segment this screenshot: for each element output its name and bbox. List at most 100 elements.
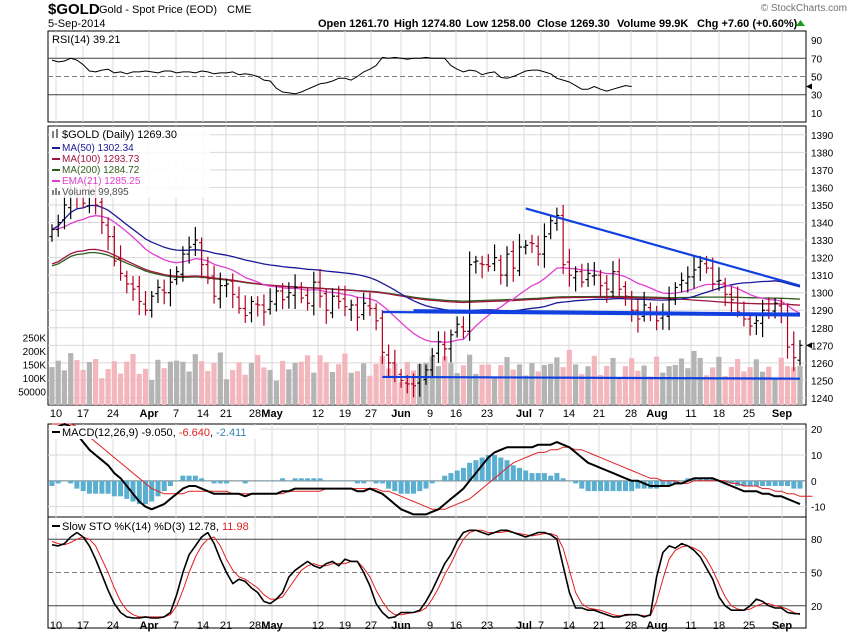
price-bar-102 bbox=[685, 266, 691, 293]
volume-bar-34 bbox=[261, 367, 267, 405]
sto-xtick-25: Sep bbox=[772, 620, 792, 632]
volume-bar-29 bbox=[230, 370, 236, 405]
sto-xtick-14: 16 bbox=[450, 620, 462, 632]
macd-hist-bar-9 bbox=[105, 480, 111, 494]
macd-hist-bar-89 bbox=[604, 480, 610, 492]
macd-hist-bar-66 bbox=[460, 467, 466, 481]
price-legend: $GOLD (Daily) 1269.30 MA(50) 1302.34 MA(… bbox=[50, 128, 210, 198]
macd-hist-bar-15 bbox=[143, 480, 148, 505]
macd-hist-bar-114 bbox=[760, 480, 766, 486]
price-bar-17 bbox=[155, 279, 161, 304]
macd-hist-bar-10 bbox=[111, 480, 117, 497]
volume-bar-76 bbox=[523, 375, 529, 405]
price-title: $GOLD (Daily) 1269.30 bbox=[62, 129, 177, 141]
price-xtick-19: 21 bbox=[593, 408, 605, 420]
volume-bar-52 bbox=[373, 363, 379, 405]
macd-hist-bar-68 bbox=[473, 460, 479, 481]
sto-xtick-2: 24 bbox=[107, 620, 119, 632]
price-xtick-25: Sep bbox=[772, 408, 792, 420]
sto-xtick-16: Jul bbox=[516, 620, 532, 632]
price-bar-38 bbox=[286, 282, 292, 309]
macd-hist-bar-28 bbox=[224, 480, 229, 484]
price-bar-2 bbox=[61, 194, 67, 230]
ohlc-low: Low 1258.00 bbox=[466, 18, 531, 30]
price-bar-43 bbox=[317, 269, 323, 308]
price-bar-8 bbox=[99, 197, 105, 235]
sto-xtick-7: 28 bbox=[249, 620, 261, 632]
watermark: © StockCharts.com bbox=[761, 3, 847, 14]
macd-ytick-2: 0 bbox=[811, 477, 817, 488]
price-bar-78 bbox=[535, 235, 541, 266]
sto-xtick-5: 14 bbox=[197, 620, 209, 632]
price-bar-82 bbox=[560, 204, 566, 275]
volume-bar-117 bbox=[778, 357, 784, 405]
sto-xtick-1: 17 bbox=[77, 620, 89, 632]
macd-hist-bar-40 bbox=[298, 478, 304, 481]
price-bar-28 bbox=[224, 278, 230, 298]
price-bar-52 bbox=[373, 303, 379, 331]
trendline-0 bbox=[525, 207, 801, 287]
volume-ytick-2: 150K bbox=[23, 360, 47, 371]
price-bar-94 bbox=[635, 299, 641, 333]
volume-bar-74 bbox=[510, 369, 516, 405]
volume-bar-41 bbox=[304, 355, 311, 405]
price-bar-20 bbox=[174, 266, 180, 285]
macd-hist-bar-36 bbox=[273, 480, 279, 482]
macd-hist-bar-112 bbox=[747, 480, 753, 486]
price-bar-120 bbox=[797, 340, 803, 366]
macd-hist-bar-14 bbox=[136, 480, 142, 505]
macd-hist-bar-79 bbox=[541, 473, 547, 481]
sto-xtick-4: 7 bbox=[173, 620, 179, 632]
price-bar-93 bbox=[629, 290, 635, 322]
price-bar-104 bbox=[697, 255, 703, 281]
macd-hist-bar-105 bbox=[704, 478, 709, 481]
volume-bar-79 bbox=[541, 365, 547, 405]
price-bar-81 bbox=[554, 207, 560, 231]
price-bar-84 bbox=[573, 266, 579, 292]
price-bar-90 bbox=[610, 261, 616, 298]
macd-hist-bar-102 bbox=[685, 478, 691, 481]
price-bar-18 bbox=[161, 279, 167, 305]
macd-hist-bar-44 bbox=[323, 480, 329, 482]
macd-hist-bar-17 bbox=[155, 480, 161, 497]
macd-hist-bar-82 bbox=[560, 478, 566, 481]
price-xtick-6: 21 bbox=[220, 408, 232, 420]
price-bar-92 bbox=[622, 281, 628, 306]
macd-hist-bar-11 bbox=[118, 480, 124, 497]
trendlines bbox=[382, 207, 801, 380]
macd-hist-bar-56 bbox=[398, 480, 404, 494]
volume-bar-118 bbox=[784, 366, 791, 405]
macd-hist-bar-7 bbox=[93, 480, 99, 494]
price-ytick-13: 1260 bbox=[811, 359, 834, 370]
sto-ytick-0: 80 bbox=[811, 535, 823, 546]
price-xtick-15: 23 bbox=[481, 408, 493, 420]
price-xtick-14: 16 bbox=[450, 408, 462, 420]
sto-ytick-1: 50 bbox=[811, 569, 823, 580]
volume-bar-21 bbox=[180, 361, 186, 405]
volume-bar-67 bbox=[467, 354, 473, 405]
price-xtick-0: 10 bbox=[50, 408, 62, 420]
volume-bar-11 bbox=[117, 373, 124, 405]
macd-hist-bar-27 bbox=[217, 480, 223, 484]
volume-bar-36 bbox=[273, 380, 279, 405]
trendline-2 bbox=[413, 309, 801, 315]
volume-bar-96 bbox=[647, 376, 653, 405]
macd-hist-bar-97 bbox=[654, 480, 660, 489]
macd-hist-bar-92 bbox=[623, 480, 628, 492]
price-bar-73 bbox=[504, 246, 510, 287]
macd-hist-bar-104 bbox=[697, 478, 703, 481]
price-xtick-5: 14 bbox=[197, 408, 209, 420]
macd-hist-bar-21 bbox=[180, 475, 186, 481]
volume-bar-7 bbox=[93, 359, 99, 405]
price-bar-22 bbox=[186, 236, 192, 264]
macd-hist-bar-83 bbox=[566, 480, 572, 482]
volume-bar-92 bbox=[622, 366, 628, 405]
price-bar-46 bbox=[336, 285, 342, 309]
volume-bar-22 bbox=[186, 371, 192, 405]
volume-bar-105 bbox=[703, 375, 710, 405]
macd-hist-bar-93 bbox=[629, 480, 635, 492]
volume-bar-20 bbox=[174, 360, 180, 405]
price-ytick-0: 1390 bbox=[811, 131, 834, 142]
price-bar-51 bbox=[367, 292, 373, 316]
price-bar-21 bbox=[180, 246, 186, 282]
